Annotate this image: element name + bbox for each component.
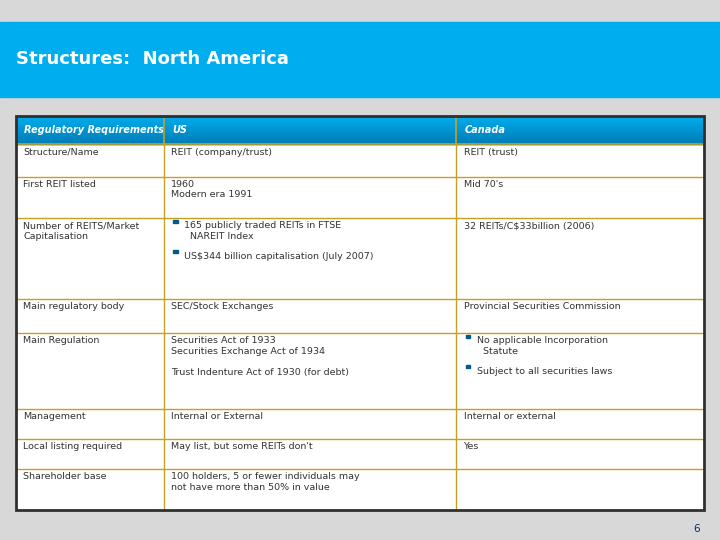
Text: Number of REITS/Market
Capitalisation: Number of REITS/Market Capitalisation — [23, 221, 139, 241]
Bar — [16, 409, 704, 439]
Text: Main Regulation: Main Regulation — [23, 336, 99, 346]
Bar — [16, 126, 704, 127]
Text: REIT (company/trust): REIT (company/trust) — [171, 148, 272, 157]
Bar — [16, 439, 704, 469]
Text: Internal or External: Internal or External — [171, 413, 263, 421]
Bar — [16, 177, 704, 218]
Bar — [16, 116, 704, 510]
Text: REIT (trust): REIT (trust) — [464, 148, 518, 157]
Text: Structures:  North America: Structures: North America — [16, 50, 289, 69]
Bar — [16, 129, 704, 130]
Bar — [16, 140, 704, 141]
Bar — [16, 133, 704, 134]
Bar — [16, 134, 704, 135]
Bar — [16, 144, 704, 145]
Bar — [16, 132, 704, 133]
Bar — [16, 333, 704, 409]
Bar — [16, 127, 704, 128]
Bar — [16, 141, 704, 143]
Bar — [174, 220, 178, 223]
Bar — [16, 122, 704, 123]
Bar — [16, 143, 704, 144]
Text: Structure/Name: Structure/Name — [23, 148, 99, 157]
Bar — [16, 130, 704, 131]
Text: Shareholder base: Shareholder base — [23, 472, 107, 481]
Text: Canada: Canada — [465, 125, 506, 136]
Text: 1960
Modern era 1991: 1960 Modern era 1991 — [171, 180, 253, 199]
Bar — [16, 469, 704, 510]
Bar — [16, 124, 704, 125]
Bar — [466, 335, 470, 338]
Bar — [16, 119, 704, 120]
Bar — [16, 135, 704, 136]
Text: 32 REITs/C$33billion (2006): 32 REITs/C$33billion (2006) — [464, 221, 594, 231]
Text: Regulatory Requirements: Regulatory Requirements — [24, 125, 164, 136]
Text: US$344 billion capitalisation (July 2007): US$344 billion capitalisation (July 2007… — [184, 252, 374, 261]
Bar — [16, 138, 704, 139]
Bar — [16, 299, 704, 333]
Bar — [466, 365, 470, 368]
Text: US: US — [173, 125, 187, 136]
Bar — [16, 116, 704, 117]
Text: SEC/Stock Exchanges: SEC/Stock Exchanges — [171, 302, 274, 311]
Text: First REIT listed: First REIT listed — [23, 180, 96, 189]
Bar — [16, 139, 704, 140]
Text: Management: Management — [23, 413, 86, 421]
Bar — [16, 125, 704, 126]
Text: May list, but some REITs don't: May list, but some REITs don't — [171, 442, 312, 451]
Text: 165 publicly traded REITs in FTSE
  NAREIT Index: 165 publicly traded REITs in FTSE NAREIT… — [184, 221, 341, 241]
Text: Securities Act of 1933
Securities Exchange Act of 1934

Trust Indenture Act of 1: Securities Act of 1933 Securities Exchan… — [171, 336, 349, 376]
Bar — [16, 136, 704, 137]
Text: Yes: Yes — [464, 442, 479, 451]
Bar — [16, 118, 704, 119]
Bar — [16, 145, 704, 177]
Text: Internal or external: Internal or external — [464, 413, 555, 421]
Text: Local listing required: Local listing required — [23, 442, 122, 451]
Bar — [174, 250, 178, 253]
Text: Mid 70's: Mid 70's — [464, 180, 503, 189]
Text: Provincial Securities Commission: Provincial Securities Commission — [464, 302, 620, 311]
Bar — [16, 120, 704, 121]
Text: 100 holders, 5 or fewer individuals may
not have more than 50% in value: 100 holders, 5 or fewer individuals may … — [171, 472, 360, 491]
Bar — [16, 218, 704, 299]
Text: Main regulatory body: Main regulatory body — [23, 302, 125, 311]
Bar — [16, 121, 704, 122]
Text: 6: 6 — [693, 523, 700, 534]
Bar — [16, 137, 704, 138]
Bar — [16, 131, 704, 132]
Bar — [16, 128, 704, 129]
Bar — [0, 22, 720, 97]
Text: No applicable Incorporation
  Statute: No applicable Incorporation Statute — [477, 336, 608, 356]
Bar — [16, 123, 704, 124]
Text: Subject to all securities laws: Subject to all securities laws — [477, 367, 612, 376]
Bar — [16, 117, 704, 118]
